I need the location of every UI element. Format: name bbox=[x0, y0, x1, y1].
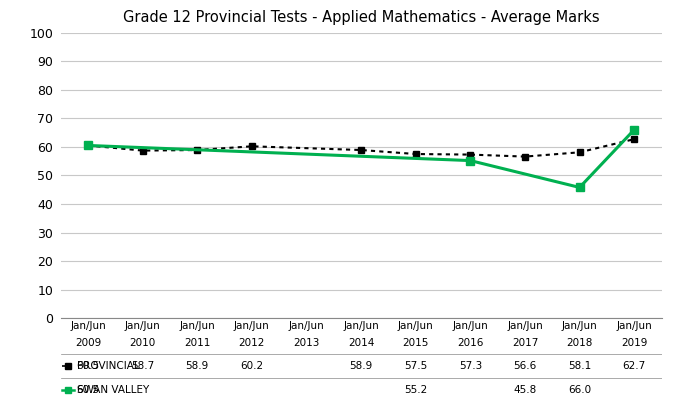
Text: Jan/Jun: Jan/Jun bbox=[344, 321, 379, 331]
Text: Jan/Jun: Jan/Jun bbox=[125, 321, 161, 331]
Text: 2019: 2019 bbox=[621, 338, 647, 348]
Text: 2010: 2010 bbox=[130, 338, 156, 348]
Text: 2011: 2011 bbox=[184, 338, 211, 348]
Text: 2012: 2012 bbox=[239, 338, 265, 348]
Text: 58.7: 58.7 bbox=[131, 361, 155, 371]
Text: Jan/Jun: Jan/Jun bbox=[616, 321, 652, 331]
Text: 62.7: 62.7 bbox=[622, 361, 646, 371]
Text: 60.2: 60.2 bbox=[240, 361, 263, 371]
Text: 2016: 2016 bbox=[457, 338, 483, 348]
Text: 2009: 2009 bbox=[75, 338, 101, 348]
Text: 45.8: 45.8 bbox=[514, 385, 537, 395]
Text: 58.1: 58.1 bbox=[568, 361, 591, 371]
Text: Jan/Jun: Jan/Jun bbox=[234, 321, 270, 331]
Text: 2015: 2015 bbox=[402, 338, 429, 348]
Text: Jan/Jun: Jan/Jun bbox=[452, 321, 488, 331]
Text: 2014: 2014 bbox=[348, 338, 375, 348]
Text: 57.5: 57.5 bbox=[404, 361, 427, 371]
Text: 55.2: 55.2 bbox=[404, 385, 427, 395]
Text: 56.6: 56.6 bbox=[514, 361, 537, 371]
Text: PROVINCIAL: PROVINCIAL bbox=[77, 361, 140, 371]
Text: 60.5: 60.5 bbox=[76, 385, 100, 395]
Text: Jan/Jun: Jan/Jun bbox=[180, 321, 215, 331]
Text: SWAN VALLEY: SWAN VALLEY bbox=[77, 385, 149, 395]
Text: 60.5: 60.5 bbox=[76, 361, 100, 371]
Text: Jan/Jun: Jan/Jun bbox=[70, 321, 106, 331]
Text: 2013: 2013 bbox=[294, 338, 320, 348]
Text: 2017: 2017 bbox=[512, 338, 538, 348]
Text: Jan/Jun: Jan/Jun bbox=[289, 321, 325, 331]
Text: Jan/Jun: Jan/Jun bbox=[507, 321, 543, 331]
Text: 58.9: 58.9 bbox=[186, 361, 209, 371]
Text: 58.9: 58.9 bbox=[350, 361, 373, 371]
Text: 2018: 2018 bbox=[566, 338, 593, 348]
Text: Jan/Jun: Jan/Jun bbox=[562, 321, 597, 331]
Title: Grade 12 Provincial Tests - Applied Mathematics - Average Marks: Grade 12 Provincial Tests - Applied Math… bbox=[123, 9, 599, 24]
Text: Jan/Jun: Jan/Jun bbox=[398, 321, 433, 331]
Text: 57.3: 57.3 bbox=[459, 361, 482, 371]
Text: 66.0: 66.0 bbox=[568, 385, 591, 395]
